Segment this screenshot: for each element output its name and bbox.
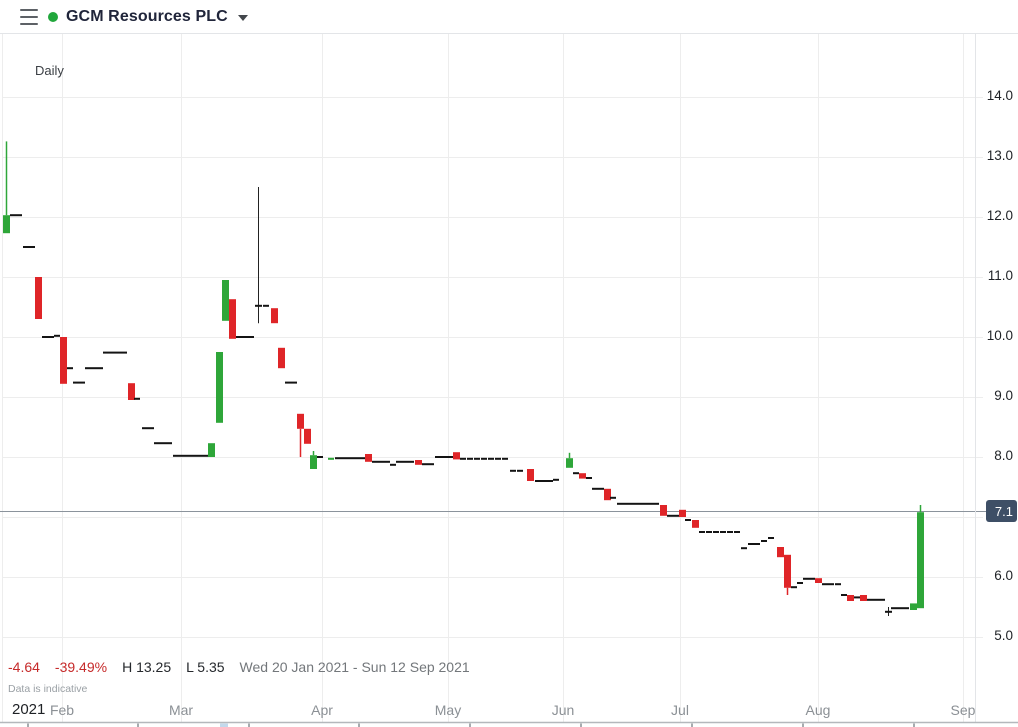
price-axis-label: 9.0 bbox=[994, 388, 1013, 403]
market-status-dot-icon bbox=[48, 11, 58, 22]
price-axis-label: 5.0 bbox=[994, 628, 1013, 643]
hamburger-bar bbox=[20, 23, 38, 25]
time-axis-month-label: Aug bbox=[805, 702, 831, 718]
price-axis-label: 12.0 bbox=[986, 208, 1013, 223]
time-axis-month-label: May bbox=[434, 702, 462, 718]
price-axis-label: 14.0 bbox=[986, 88, 1013, 103]
hamburger-bar bbox=[20, 16, 38, 18]
instrument-selector[interactable]: GCM Resources PLC bbox=[48, 0, 248, 33]
price-axis-label: 10.0 bbox=[986, 328, 1013, 343]
data-indicative-note: Data is indicative bbox=[8, 683, 88, 695]
navigator-highlight bbox=[220, 723, 228, 727]
header-bar: GCM Resources PLC bbox=[0, 0, 1018, 33]
hamburger-menu-icon[interactable] bbox=[20, 8, 38, 26]
current-price-badge: 7.1 bbox=[986, 500, 1017, 522]
change-value: -4.64 bbox=[8, 659, 40, 675]
timeframe-label: Daily bbox=[35, 63, 64, 78]
caret-down-icon bbox=[237, 14, 248, 21]
candles bbox=[3, 141, 924, 616]
time-axis-month-label: Mar bbox=[168, 702, 194, 718]
time-axis-month-label: Jun bbox=[551, 702, 575, 718]
date-range: Wed 20 Jan 2021 - Sun 12 Sep 2021 bbox=[239, 659, 470, 675]
navigator-strip[interactable] bbox=[27, 723, 915, 727]
change-percent: -39.49% bbox=[54, 659, 108, 675]
period-high: H 13.25 bbox=[122, 659, 172, 675]
gridlines bbox=[2, 33, 983, 722]
time-axis-month-label: Feb bbox=[49, 702, 75, 718]
chart-borders bbox=[0, 33, 1018, 724]
price-axis-label: 13.0 bbox=[986, 148, 1013, 163]
time-axis-month-label: Jul bbox=[671, 702, 689, 718]
time-axis-year-label: 2021 bbox=[12, 701, 46, 718]
time-axis-month-label: Sep bbox=[950, 702, 976, 718]
period-low: L 5.35 bbox=[186, 659, 225, 675]
price-axis-label: 11.0 bbox=[987, 268, 1013, 283]
price-axis-label: 8.0 bbox=[994, 448, 1013, 463]
instrument-title: GCM Resources PLC bbox=[66, 7, 228, 25]
price-axis-label: 6.0 bbox=[994, 568, 1013, 583]
hamburger-bar bbox=[20, 9, 38, 11]
time-axis-month-label: Apr bbox=[311, 702, 333, 718]
stats-bar: -4.64 -39.49% H 13.25 L 5.35 Wed 20 Jan … bbox=[8, 659, 470, 675]
